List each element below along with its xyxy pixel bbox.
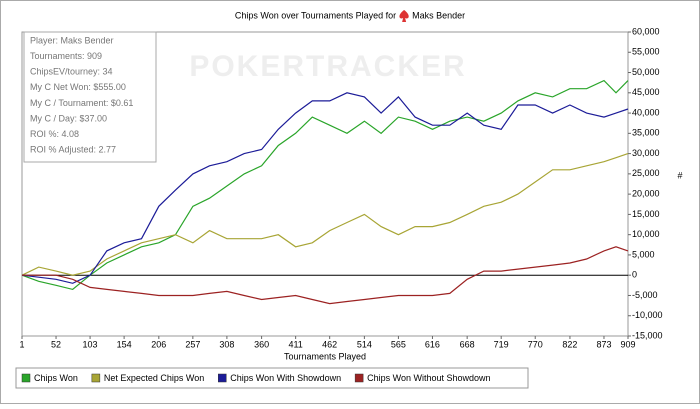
x-tick-label: 565 bbox=[391, 339, 406, 349]
y-tick-label: 45,000 bbox=[632, 87, 660, 97]
stats-box bbox=[23, 31, 157, 163]
watermark: POKERTRACKER bbox=[189, 50, 466, 83]
stat-line: Tournaments: 909 bbox=[30, 51, 102, 61]
y-tick-label: 60,000 bbox=[632, 26, 660, 36]
series-line bbox=[21, 153, 629, 276]
legend bbox=[15, 367, 529, 389]
x-tick-label: 770 bbox=[528, 339, 543, 349]
spade-icon bbox=[399, 10, 409, 22]
y-tick-label: 25,000 bbox=[632, 168, 660, 178]
y-tick-label: -15,000 bbox=[632, 330, 663, 340]
stat-line: ROI %: 4.08 bbox=[30, 129, 79, 139]
y-tick-label: 20,000 bbox=[632, 189, 660, 199]
x-tick-label: 257 bbox=[185, 339, 200, 349]
y-tick-label: 35,000 bbox=[632, 128, 660, 138]
stat-line: My C / Day: $37.00 bbox=[30, 113, 107, 123]
x-tick-label: 206 bbox=[151, 339, 166, 349]
legend-swatch bbox=[218, 373, 227, 383]
legend-label: Chips Won bbox=[34, 373, 78, 383]
legend-label: Net Expected Chips Won bbox=[104, 373, 204, 383]
y-tick-label: 0 bbox=[632, 270, 637, 280]
stat-line: Player: Maks Bender bbox=[30, 35, 114, 45]
y-axis-title: # bbox=[677, 170, 682, 180]
legend-swatch bbox=[21, 373, 31, 383]
y-tick-label: 30,000 bbox=[632, 148, 660, 158]
legend-swatch bbox=[354, 373, 364, 383]
x-tick-label: 822 bbox=[562, 339, 577, 349]
chart-title: Chips Won over Tournaments Played for bbox=[235, 10, 396, 20]
x-tick-label: 411 bbox=[288, 339, 302, 349]
stat-line: ChipsEV/tourney: 34 bbox=[30, 67, 113, 77]
x-tick-label: 154 bbox=[117, 339, 132, 349]
y-tick-label: -10,000 bbox=[632, 310, 663, 320]
x-tick-label: 462 bbox=[322, 339, 337, 349]
y-tick-label: 10,000 bbox=[632, 229, 660, 239]
x-tick-label: 52 bbox=[51, 339, 61, 349]
y-tick-label: 15,000 bbox=[632, 209, 660, 219]
series-line bbox=[22, 246, 629, 305]
series-line bbox=[21, 92, 629, 284]
y-tick-label: -5,000 bbox=[632, 290, 658, 300]
x-tick-label: 909 bbox=[620, 339, 635, 349]
x-tick-label: 308 bbox=[219, 339, 234, 349]
y-tick-label: 5,000 bbox=[632, 249, 655, 259]
y-tick-label: 50,000 bbox=[632, 67, 660, 77]
legend-label: Chips Won Without Showdown bbox=[367, 373, 490, 383]
x-tick-label: 719 bbox=[494, 339, 509, 349]
x-tick-label: 360 bbox=[254, 339, 269, 349]
x-tick-label: 1 bbox=[19, 339, 24, 349]
x-tick-label: 514 bbox=[357, 339, 372, 349]
x-tick-label: 873 bbox=[596, 339, 611, 349]
x-tick-label: 616 bbox=[425, 339, 440, 349]
series-line bbox=[21, 79, 629, 291]
stat-line: ROI % Adjusted: 2.77 bbox=[30, 145, 116, 155]
legend-swatch bbox=[91, 373, 101, 383]
y-tick-label: 55,000 bbox=[632, 47, 660, 57]
x-tick-label: 103 bbox=[83, 339, 98, 349]
chart-title-player: Maks Bender bbox=[412, 10, 465, 20]
plot-area bbox=[21, 31, 629, 337]
legend-label: Chips Won With Showdown bbox=[230, 373, 341, 383]
y-tick-label: 40,000 bbox=[632, 107, 660, 117]
x-tick-label: 668 bbox=[460, 339, 475, 349]
stat-line: My C / Tournament: $0.61 bbox=[30, 98, 133, 108]
stat-line: My C Net Won: $555.00 bbox=[30, 82, 126, 92]
x-axis-title: Tournaments Played bbox=[284, 351, 366, 361]
